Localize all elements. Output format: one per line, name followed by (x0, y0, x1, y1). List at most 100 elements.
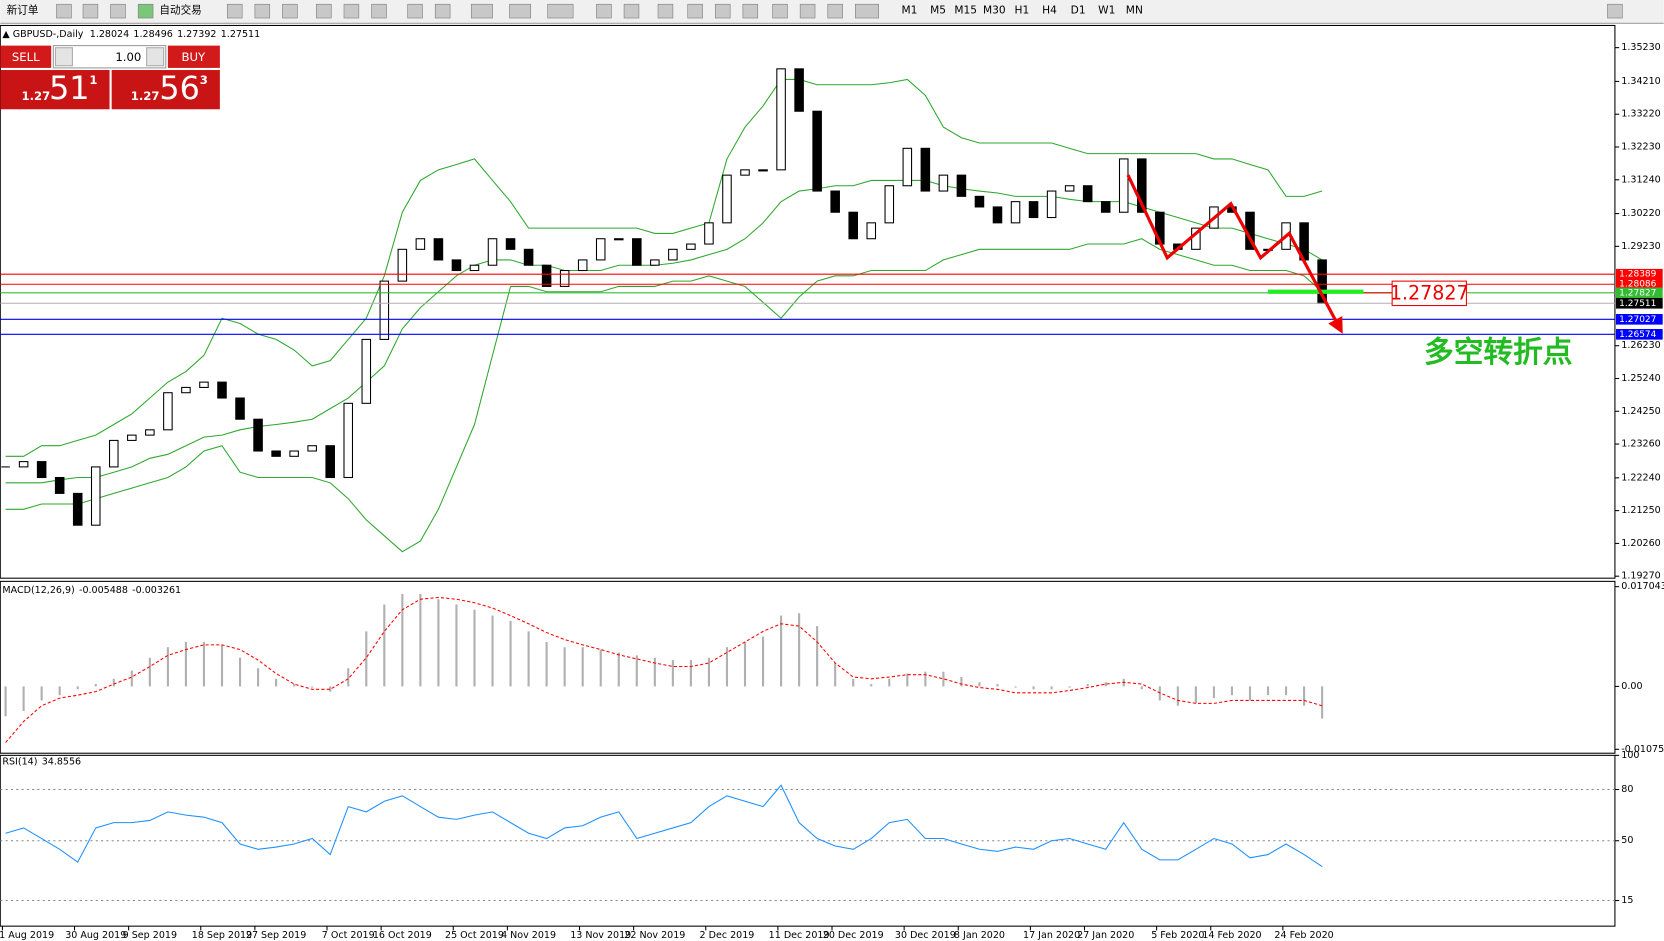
macd-bar (780, 615, 783, 687)
header-low: 1.27392 (177, 28, 216, 39)
candle (740, 169, 750, 176)
timeframe-button[interactable]: D1 (1071, 5, 1086, 17)
y-tick-label: 1.31240 (1621, 174, 1660, 185)
macd-bar (1050, 686, 1053, 690)
lot-input[interactable] (52, 45, 167, 69)
sell-label[interactable]: SELL (12, 50, 40, 64)
bid-point[interactable]: 1 (89, 73, 97, 87)
macd-bar (1140, 686, 1143, 690)
macd-bar (1176, 686, 1179, 706)
timeframe-button[interactable]: MN (1126, 5, 1143, 17)
ask-box[interactable] (111, 70, 220, 110)
candle (1100, 201, 1111, 213)
y-tick-label: 0.00 (1621, 681, 1642, 692)
y-tick-label: 1.22240 (1621, 472, 1660, 483)
candle (668, 248, 678, 261)
y-tick-label: 1.26230 (1621, 340, 1660, 351)
x-tick-label: 25 Oct 2019 (445, 930, 504, 941)
timeframe-button[interactable]: W1 (1098, 5, 1115, 17)
candle (541, 264, 552, 287)
macd-bar (671, 660, 674, 687)
macd-bar (581, 647, 584, 687)
x-tick-label: 27 Sep 2019 (246, 930, 306, 941)
macd-bar (130, 670, 133, 687)
timeframe-button[interactable]: M15 (954, 5, 977, 17)
price-label-box (1615, 297, 1663, 309)
sell-button[interactable] (0, 45, 52, 68)
price-label-box (1615, 278, 1663, 290)
candle (577, 259, 588, 272)
candle (758, 169, 768, 172)
bid-pips[interactable]: 51 (49, 69, 89, 107)
macd-bar (383, 604, 386, 687)
rsi-value: 34.8556 (42, 756, 81, 767)
macd-bar (473, 609, 476, 687)
x-tick-label: 16 Oct 2019 (373, 930, 432, 941)
timeframe-button[interactable]: M30 (983, 5, 1006, 17)
macd-bar (58, 686, 61, 696)
macd-bar (365, 631, 368, 687)
candle (1028, 201, 1039, 219)
price-label-box (1615, 314, 1663, 325)
candle (812, 110, 822, 192)
macd-bar (491, 615, 494, 687)
macd-bar (1194, 686, 1197, 704)
candle (54, 476, 65, 494)
rsi-chart: 100 80 50 15 (0, 750, 1639, 906)
price-chart: 1.35230 1.34210 1.33220 1.32230 1.31240 1.302… (0, 42, 1663, 582)
macd-bar (798, 613, 801, 687)
new-order-button[interactable]: 新订单 (7, 4, 39, 17)
lot-value[interactable]: 1.00 (115, 50, 141, 64)
macd-bar (743, 641, 747, 687)
y-tick-label: 1.35230 (1621, 42, 1660, 53)
timeframe-button[interactable]: H1 (1015, 5, 1030, 17)
triangle: ▲ (2, 28, 12, 39)
bid-big[interactable]: 1.27 (21, 89, 50, 103)
timeframe-button[interactable]: M1 (901, 5, 917, 17)
macd-bar (257, 668, 260, 687)
macd-bar (1266, 686, 1270, 696)
macd-bar (509, 620, 512, 687)
macd-bar (1014, 686, 1017, 688)
buy-label[interactable]: BUY (182, 50, 207, 64)
trend-arrow (1126, 174, 1343, 334)
candle (343, 402, 354, 479)
timeframe-button[interactable]: H4 (1042, 5, 1057, 17)
lot-down[interactable] (54, 47, 73, 67)
ask-point[interactable]: 3 (200, 73, 208, 87)
candle (325, 445, 335, 479)
lot-up[interactable] (146, 47, 165, 67)
x-tick-label: 4 Nov 2019 (501, 930, 556, 941)
candle (956, 174, 967, 197)
header-high: 1.28496 (133, 28, 172, 39)
macd-bar (1303, 686, 1306, 706)
macd-bar (635, 655, 638, 687)
auto-trading-button[interactable]: 自动交易 (159, 4, 201, 17)
macd-bar (401, 593, 404, 687)
timeframe-button[interactable]: M5 (930, 5, 946, 17)
macd-bar (834, 662, 837, 687)
macd-bar (166, 647, 169, 687)
macd-bar (419, 593, 422, 687)
y-tick-label: 1.30220 (1621, 208, 1660, 219)
ask-big[interactable]: 1.27 (131, 89, 160, 103)
macd-bar (545, 641, 548, 687)
rsi-line (5, 784, 1323, 867)
macd-bar (329, 686, 332, 692)
candle (505, 238, 516, 250)
candle (1082, 185, 1093, 203)
buy-button[interactable] (167, 45, 220, 68)
bid-box[interactable] (0, 70, 110, 110)
price-label-box (1615, 268, 1663, 280)
x-tick-label: 14 Feb 2020 (1202, 930, 1261, 941)
macd-bar (22, 686, 25, 711)
candle (650, 259, 660, 266)
candle (595, 238, 606, 261)
price-label: 1.26574 (1619, 330, 1656, 340)
candle (686, 243, 696, 250)
price-label-box (1615, 329, 1663, 340)
ask-pips[interactable]: 56 (159, 69, 199, 107)
x-tick-label: 24 Feb 2020 (1274, 930, 1333, 941)
symbol-title: GBPUSD-,Daily (13, 28, 84, 39)
